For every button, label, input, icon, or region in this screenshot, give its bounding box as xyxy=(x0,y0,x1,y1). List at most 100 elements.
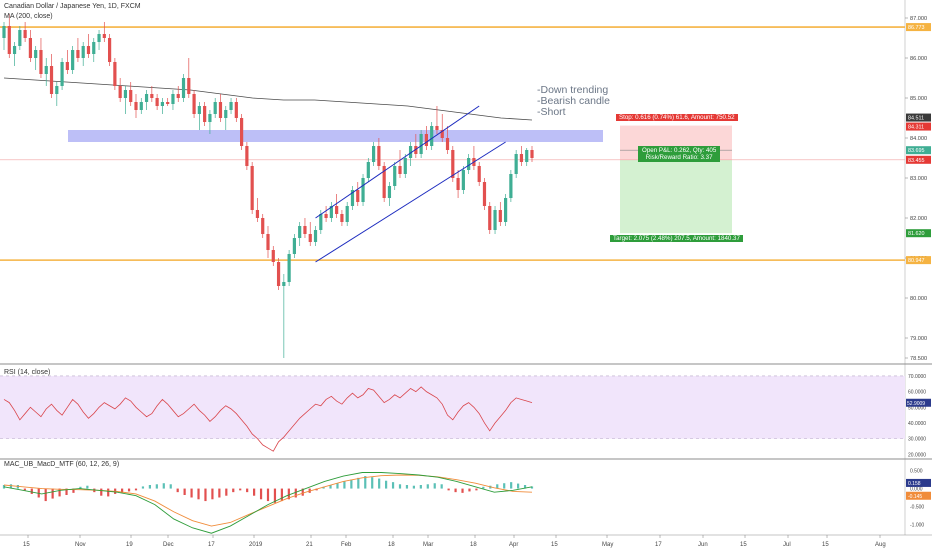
stop-label[interactable]: Stop: 0.616 (0.74%) 61.6, Amount: 750.52 xyxy=(616,114,738,121)
candle-body xyxy=(329,206,333,218)
time-tick-label: Nov xyxy=(75,542,86,548)
time-tick-label: Mar xyxy=(423,542,433,548)
candle-body xyxy=(76,50,80,58)
macd-histogram-bar xyxy=(461,488,464,493)
annotation-bearish-candle: -Bearish candle xyxy=(537,95,610,107)
candle-body xyxy=(445,138,450,150)
macd-histogram-bar xyxy=(162,483,165,489)
channel-lower-line xyxy=(315,141,506,263)
price-badge-text-lower_level: 80.947 xyxy=(908,258,925,264)
macd-histogram-bar xyxy=(322,486,325,489)
candle-body xyxy=(2,26,6,38)
candle-body xyxy=(530,150,534,158)
macd-tick-label: -0.500 xyxy=(910,504,924,510)
candle-body xyxy=(7,26,11,54)
macd-histogram-bar xyxy=(232,488,235,493)
candle-body xyxy=(403,158,407,174)
macd-histogram-bar xyxy=(30,488,33,494)
candle-body xyxy=(393,166,397,186)
time-tick-label: 19 xyxy=(126,542,133,548)
price-badge-stop_price xyxy=(906,122,931,131)
macd-histogram-bar xyxy=(482,486,485,489)
candle-body xyxy=(361,178,365,202)
macd-histogram-bar xyxy=(218,488,221,498)
price-badge-text-ma_value: 84.511 xyxy=(908,116,924,122)
pnl-rr-label[interactable]: Open P&L: 0.262, Qty: 405 Risk/Reward Ra… xyxy=(638,146,721,162)
annotation-short: -Short xyxy=(537,106,566,118)
candle-body xyxy=(255,210,260,218)
macd-histogram-bar xyxy=(79,486,82,489)
candle-body xyxy=(303,226,307,234)
macd-histogram-bar xyxy=(336,483,339,489)
rsi-band xyxy=(0,375,905,439)
macd-histogram-bar xyxy=(176,488,179,493)
candle-body xyxy=(261,218,265,234)
candle-body xyxy=(208,114,212,122)
candle-body xyxy=(224,110,228,118)
candle-body xyxy=(171,94,175,104)
candle-body xyxy=(477,166,481,182)
candle-body xyxy=(187,78,191,94)
symbol-title[interactable]: Canadian Dollar / Japanese Yen, 1D, FXCM xyxy=(4,3,141,10)
ma-indicator-title[interactable]: MA (200, close) xyxy=(4,13,53,20)
macd-histogram-bar xyxy=(253,488,256,496)
macd-badge-b xyxy=(906,491,931,500)
time-tick-label: Feb xyxy=(341,542,352,548)
price-tick-label: 78.500 xyxy=(910,356,927,362)
price-badge-text-entry_price: 83.455 xyxy=(908,158,925,164)
macd-histogram-bar xyxy=(169,484,172,489)
candle-body xyxy=(488,206,492,230)
price-tick-label: 83.000 xyxy=(910,176,927,182)
candle-body xyxy=(65,62,69,70)
macd-histogram-bar xyxy=(148,485,151,489)
rsi-line xyxy=(3,386,533,452)
macd-title[interactable]: MAC_UB_MacD_MTF (60, 12, 26, 9) xyxy=(4,461,120,468)
time-tick-label: Apr xyxy=(509,542,518,548)
candle-body xyxy=(440,130,444,138)
macd-badge-a-text: 0.158 xyxy=(908,481,921,487)
macd-histogram-bar xyxy=(517,483,520,489)
macd-histogram-bar xyxy=(447,488,450,491)
time-tick-label: Aug xyxy=(875,542,886,548)
candle-body xyxy=(44,66,48,74)
macd-histogram-bar xyxy=(225,488,228,496)
time-tick-label: Jul xyxy=(783,542,791,548)
target-label[interactable]: Target: 2.075 (2.48%) 207.5, Amount: 184… xyxy=(610,235,743,242)
macd-histogram-bar xyxy=(44,488,47,502)
macd-histogram-bar xyxy=(211,488,214,500)
candle-body xyxy=(218,102,223,118)
macd-histogram-bar xyxy=(357,477,360,489)
candle-body xyxy=(308,234,312,242)
price-badge-lower_level xyxy=(906,256,931,265)
price-axis-background xyxy=(905,0,932,550)
candle-body xyxy=(192,94,196,114)
macd-histogram-bar xyxy=(510,482,513,489)
candle-body xyxy=(435,126,439,130)
target-zone xyxy=(620,159,732,234)
rsi-tick-label: 20.0000 xyxy=(908,452,926,458)
candle-body xyxy=(319,214,323,230)
macd-histogram-bar xyxy=(72,488,75,493)
macd-badge-a xyxy=(906,478,931,487)
macd-histogram-bar xyxy=(475,488,478,491)
price-tick-label: 80.000 xyxy=(910,296,927,302)
macd-tick-label: -1.000 xyxy=(910,522,924,528)
candle-body xyxy=(519,154,524,162)
macd-histogram-bar xyxy=(259,488,263,500)
rsi-title[interactable]: RSI (14, close) xyxy=(4,369,51,376)
candle-body xyxy=(298,226,302,238)
candle-body xyxy=(350,190,355,206)
time-tick-label: 2019 xyxy=(249,542,263,548)
macd-line xyxy=(3,472,533,534)
candle-body xyxy=(23,30,27,38)
macd-tick-label: 0.500 xyxy=(910,469,923,475)
macd-histogram-bar xyxy=(391,482,395,489)
candle-body xyxy=(71,50,75,70)
price-badge-ma_value xyxy=(906,113,931,122)
time-tick-label: Dec xyxy=(163,542,174,548)
price-badge-text-stop_price: 84.311 xyxy=(908,125,924,131)
candle-body xyxy=(377,146,381,166)
candle-body xyxy=(81,46,85,58)
